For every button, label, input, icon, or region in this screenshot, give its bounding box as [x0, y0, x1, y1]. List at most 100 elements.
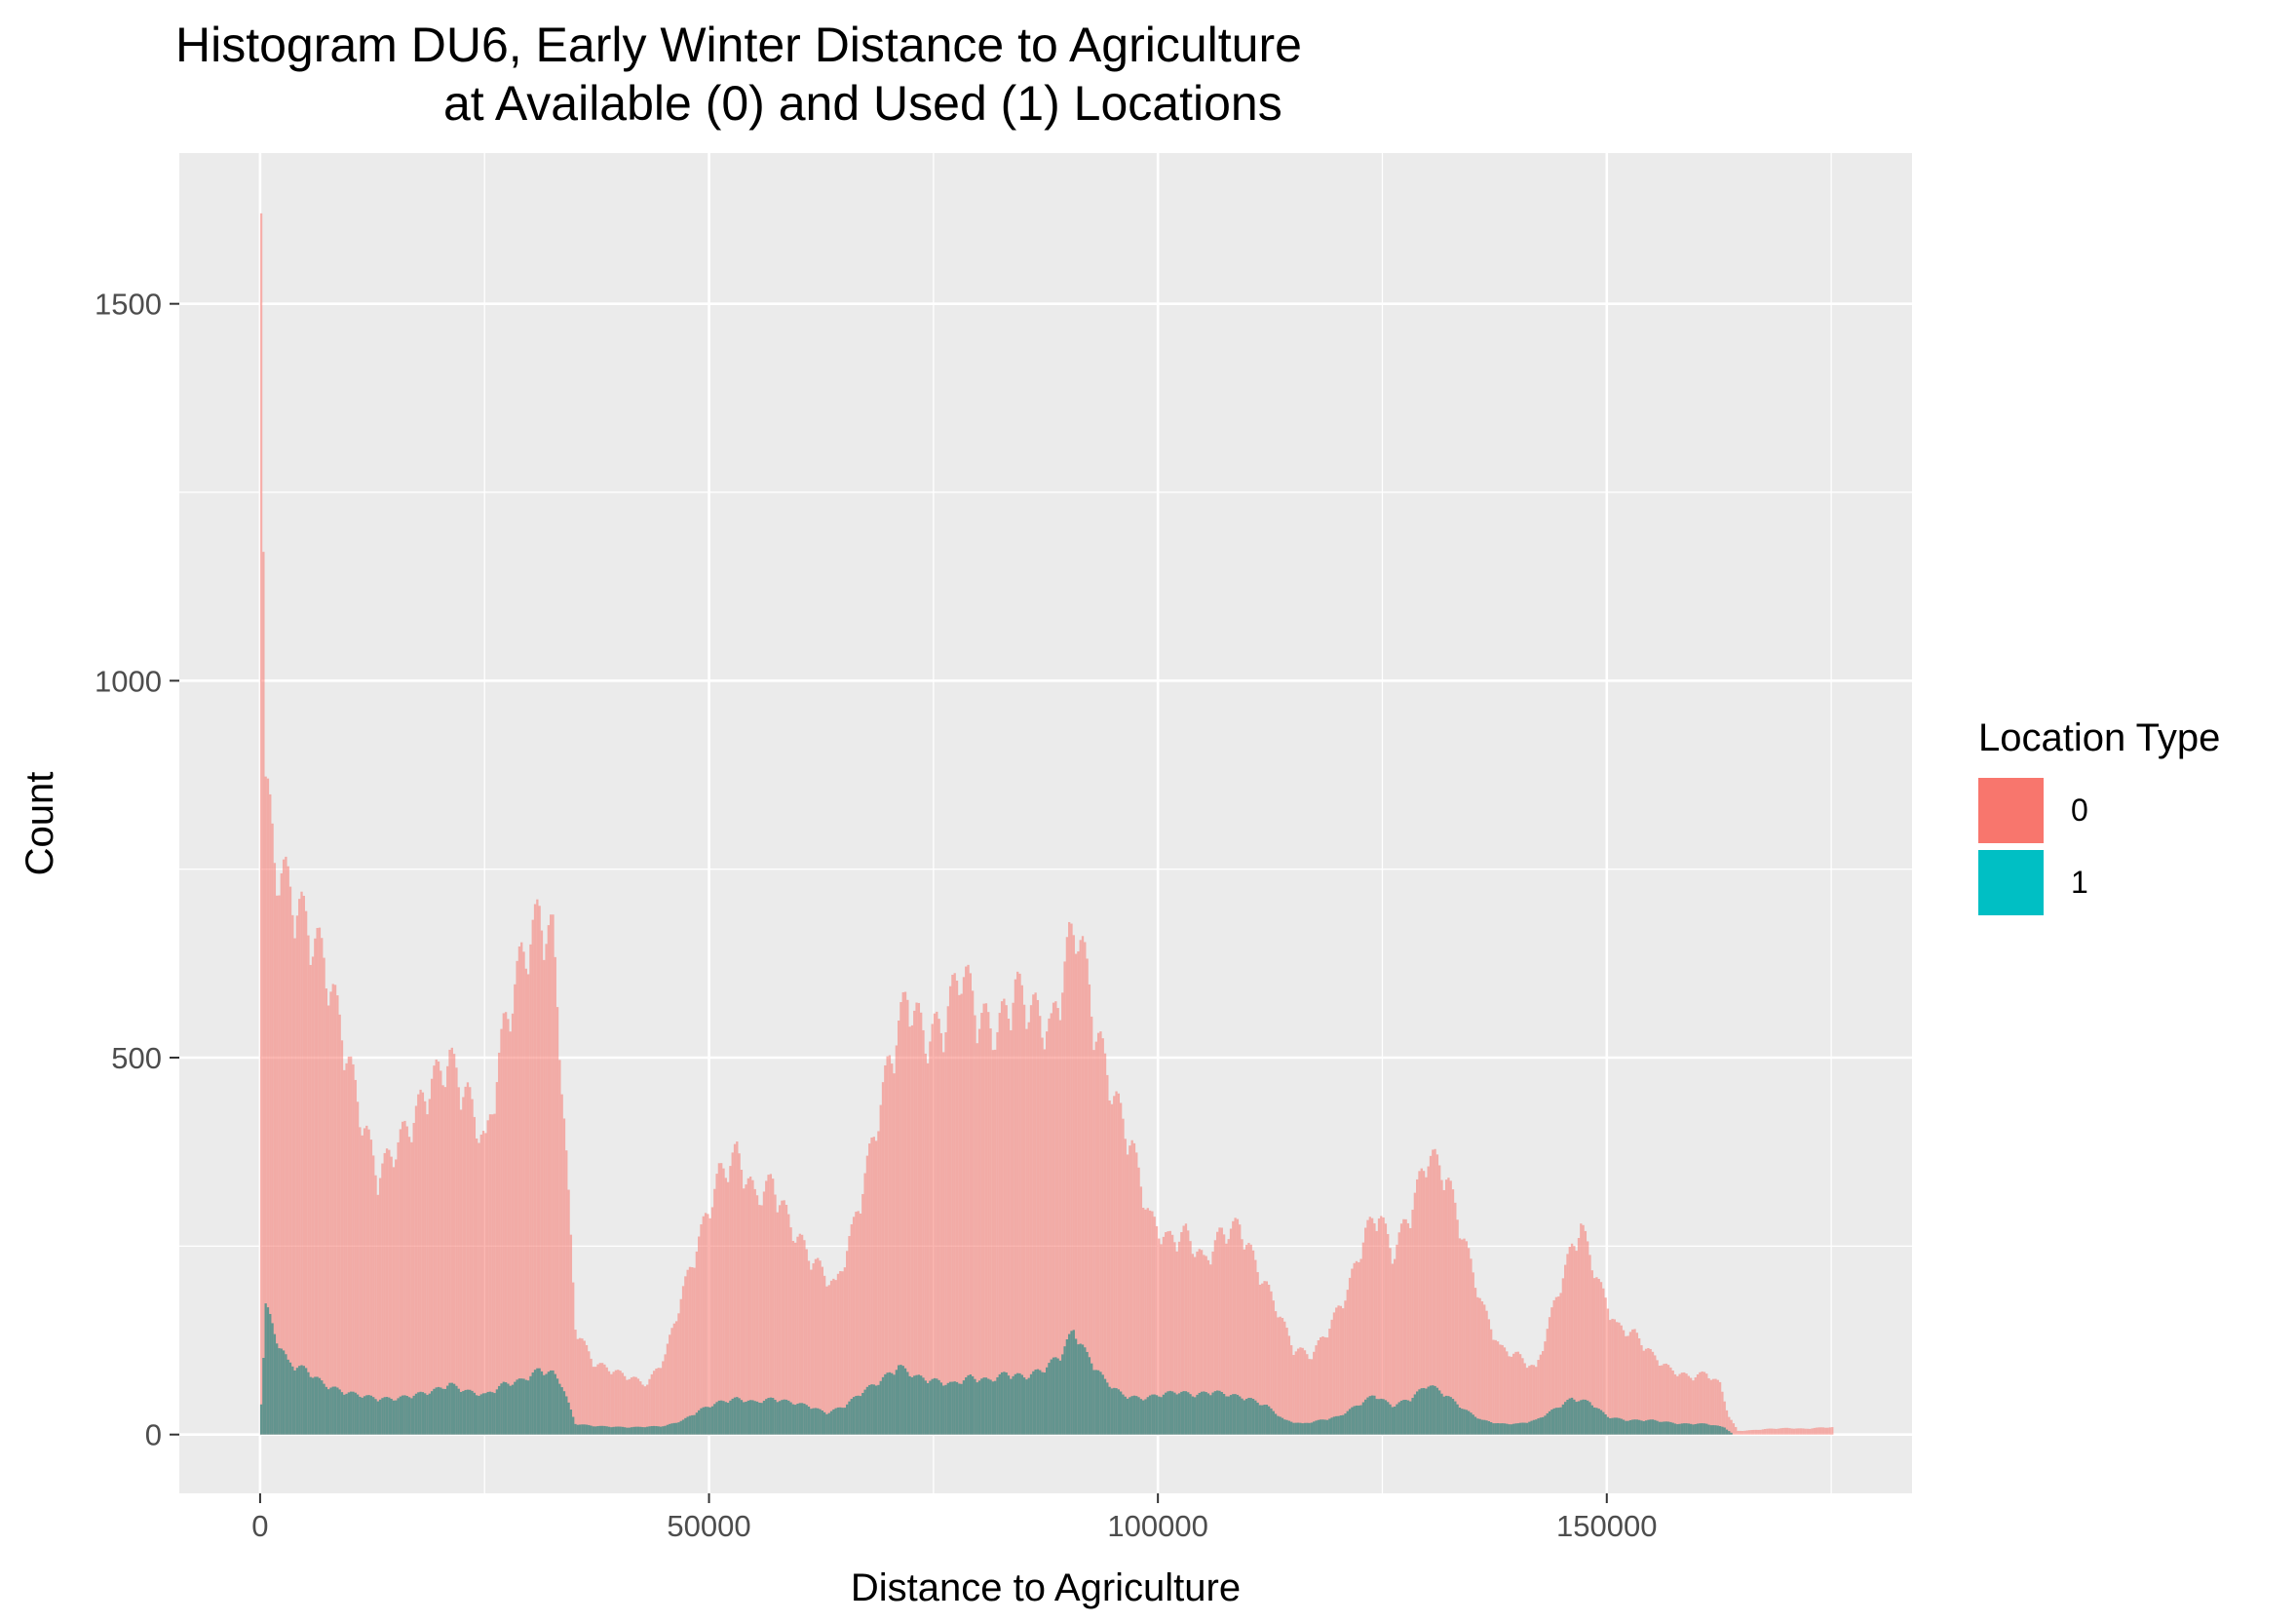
- histogram-bar-0: [948, 985, 952, 1435]
- histogram-bar-1: [350, 1391, 353, 1435]
- histogram-bar-1: [817, 1408, 820, 1435]
- histogram-bar-1: [405, 1396, 408, 1435]
- histogram-bar-0: [493, 1113, 496, 1435]
- histogram-bar-1: [857, 1395, 860, 1435]
- histogram-bar-1: [550, 1370, 553, 1435]
- histogram-bar-1: [1155, 1395, 1159, 1435]
- histogram-bar-1: [446, 1385, 449, 1435]
- histogram-bar-1: [652, 1425, 656, 1435]
- histogram-bar-0: [479, 1134, 482, 1435]
- histogram-bar-1: [834, 1408, 837, 1435]
- histogram-bar-1: [977, 1380, 981, 1435]
- histogram-bar-1: [1566, 1400, 1569, 1435]
- histogram-bar-0: [1694, 1377, 1697, 1435]
- histogram-bar-0: [1074, 953, 1078, 1435]
- histogram-bar-0: [648, 1378, 651, 1435]
- histogram-bar-1: [1712, 1425, 1715, 1435]
- histogram-bar-1: [948, 1381, 952, 1435]
- histogram-bar-1: [827, 1412, 830, 1435]
- x-tick-label: 50000: [667, 1509, 750, 1543]
- y-axis-label: Count: [19, 772, 61, 876]
- histogram-bar-1: [1503, 1423, 1507, 1435]
- histogram-bar-0: [550, 914, 553, 1435]
- histogram-bar-1: [1508, 1424, 1511, 1435]
- histogram-bar-1: [794, 1405, 797, 1435]
- histogram-bar-0: [1229, 1228, 1233, 1435]
- histogram-bar-1: [1173, 1392, 1176, 1435]
- histogram-bar-1: [276, 1343, 279, 1435]
- histogram-bar-1: [359, 1396, 362, 1435]
- histogram-bar-0: [774, 1194, 777, 1435]
- histogram-bar-1: [888, 1372, 892, 1435]
- histogram-bar-1: [1456, 1404, 1459, 1435]
- histogram-bar-1: [1577, 1401, 1581, 1435]
- histogram-bar-1: [1110, 1388, 1114, 1435]
- histogram-bar-0: [1086, 958, 1089, 1435]
- histogram-bar-1: [466, 1389, 470, 1435]
- histogram-bar-0: [1568, 1247, 1571, 1435]
- histogram-bar-0: [457, 1087, 460, 1435]
- histogram-bar-0: [720, 1163, 723, 1435]
- histogram-bar-1: [1359, 1405, 1362, 1435]
- histogram-bar-1: [1361, 1402, 1365, 1435]
- histogram-bar-0: [958, 994, 961, 1435]
- histogram-bar-0: [298, 899, 301, 1435]
- histogram-bar-0: [1597, 1278, 1600, 1435]
- histogram-bar-0: [942, 1052, 945, 1435]
- histogram-bar-1: [1050, 1359, 1052, 1435]
- histogram-bar-1: [1216, 1390, 1219, 1435]
- histogram-bar-1: [960, 1383, 963, 1435]
- histogram-bar-0: [1370, 1217, 1374, 1435]
- histogram-bar-0: [1018, 973, 1021, 1435]
- histogram-bar-1: [1694, 1423, 1697, 1435]
- histogram-bar-0: [1323, 1336, 1326, 1435]
- histogram-bar-0: [1175, 1251, 1178, 1435]
- histogram-bar-1: [693, 1414, 696, 1435]
- histogram-bar-1: [672, 1422, 675, 1435]
- histogram-bar-0: [1673, 1373, 1677, 1435]
- histogram-bar-1: [1039, 1370, 1042, 1435]
- histogram-bar-1: [1420, 1388, 1423, 1435]
- histogram-bar-0: [1418, 1171, 1421, 1435]
- histogram-bar-1: [1283, 1419, 1286, 1435]
- histogram-bar-0: [832, 1278, 835, 1435]
- histogram-bar-0: [794, 1242, 797, 1435]
- legend-title: Location Type: [1978, 716, 2221, 759]
- histogram-bar-0: [1712, 1378, 1715, 1435]
- histogram-bar-1: [1139, 1399, 1143, 1435]
- histogram-bar-0: [1346, 1290, 1349, 1435]
- histogram-bar-0: [1007, 1019, 1011, 1435]
- histogram-bar-1: [1126, 1398, 1129, 1435]
- histogram-bar-1: [259, 1404, 263, 1435]
- histogram-bar-0: [558, 1060, 561, 1435]
- histogram-bar-0: [302, 895, 305, 1435]
- histogram-bar-1: [1027, 1377, 1030, 1435]
- x-tick-label: 100000: [1107, 1509, 1207, 1543]
- histogram-bar-0: [868, 1143, 871, 1435]
- histogram-bar-1: [1364, 1399, 1367, 1435]
- histogram-bar-1: [1384, 1400, 1388, 1435]
- legend: Location Type 0 1: [1978, 716, 2220, 918]
- histogram-bar-0: [971, 990, 975, 1435]
- histogram-bar-0: [1218, 1227, 1221, 1435]
- histogram-bar-0: [1072, 935, 1075, 1435]
- histogram-bar-0: [545, 944, 548, 1435]
- histogram-bar-1: [1175, 1394, 1178, 1435]
- histogram-bar-1: [1604, 1414, 1607, 1435]
- histogram-bar-1: [1615, 1417, 1619, 1435]
- histogram-bar-1: [574, 1423, 577, 1435]
- histogram-bar-0: [1274, 1311, 1278, 1435]
- histogram-bar-1: [1404, 1400, 1407, 1435]
- histogram-bar-1: [1716, 1425, 1719, 1435]
- histogram-bar-1: [1018, 1372, 1021, 1435]
- histogram-bar-1: [852, 1397, 856, 1435]
- histogram-bar-1: [1041, 1372, 1044, 1435]
- histogram-bar-1: [1554, 1408, 1558, 1435]
- histogram-bar-1: [1146, 1397, 1149, 1435]
- histogram-bar-0: [926, 1063, 930, 1435]
- histogram-bar-1: [354, 1392, 357, 1435]
- histogram-bar-1: [1396, 1404, 1398, 1435]
- histogram-bar-0: [879, 1104, 882, 1435]
- histogram-bar-1: [554, 1373, 556, 1435]
